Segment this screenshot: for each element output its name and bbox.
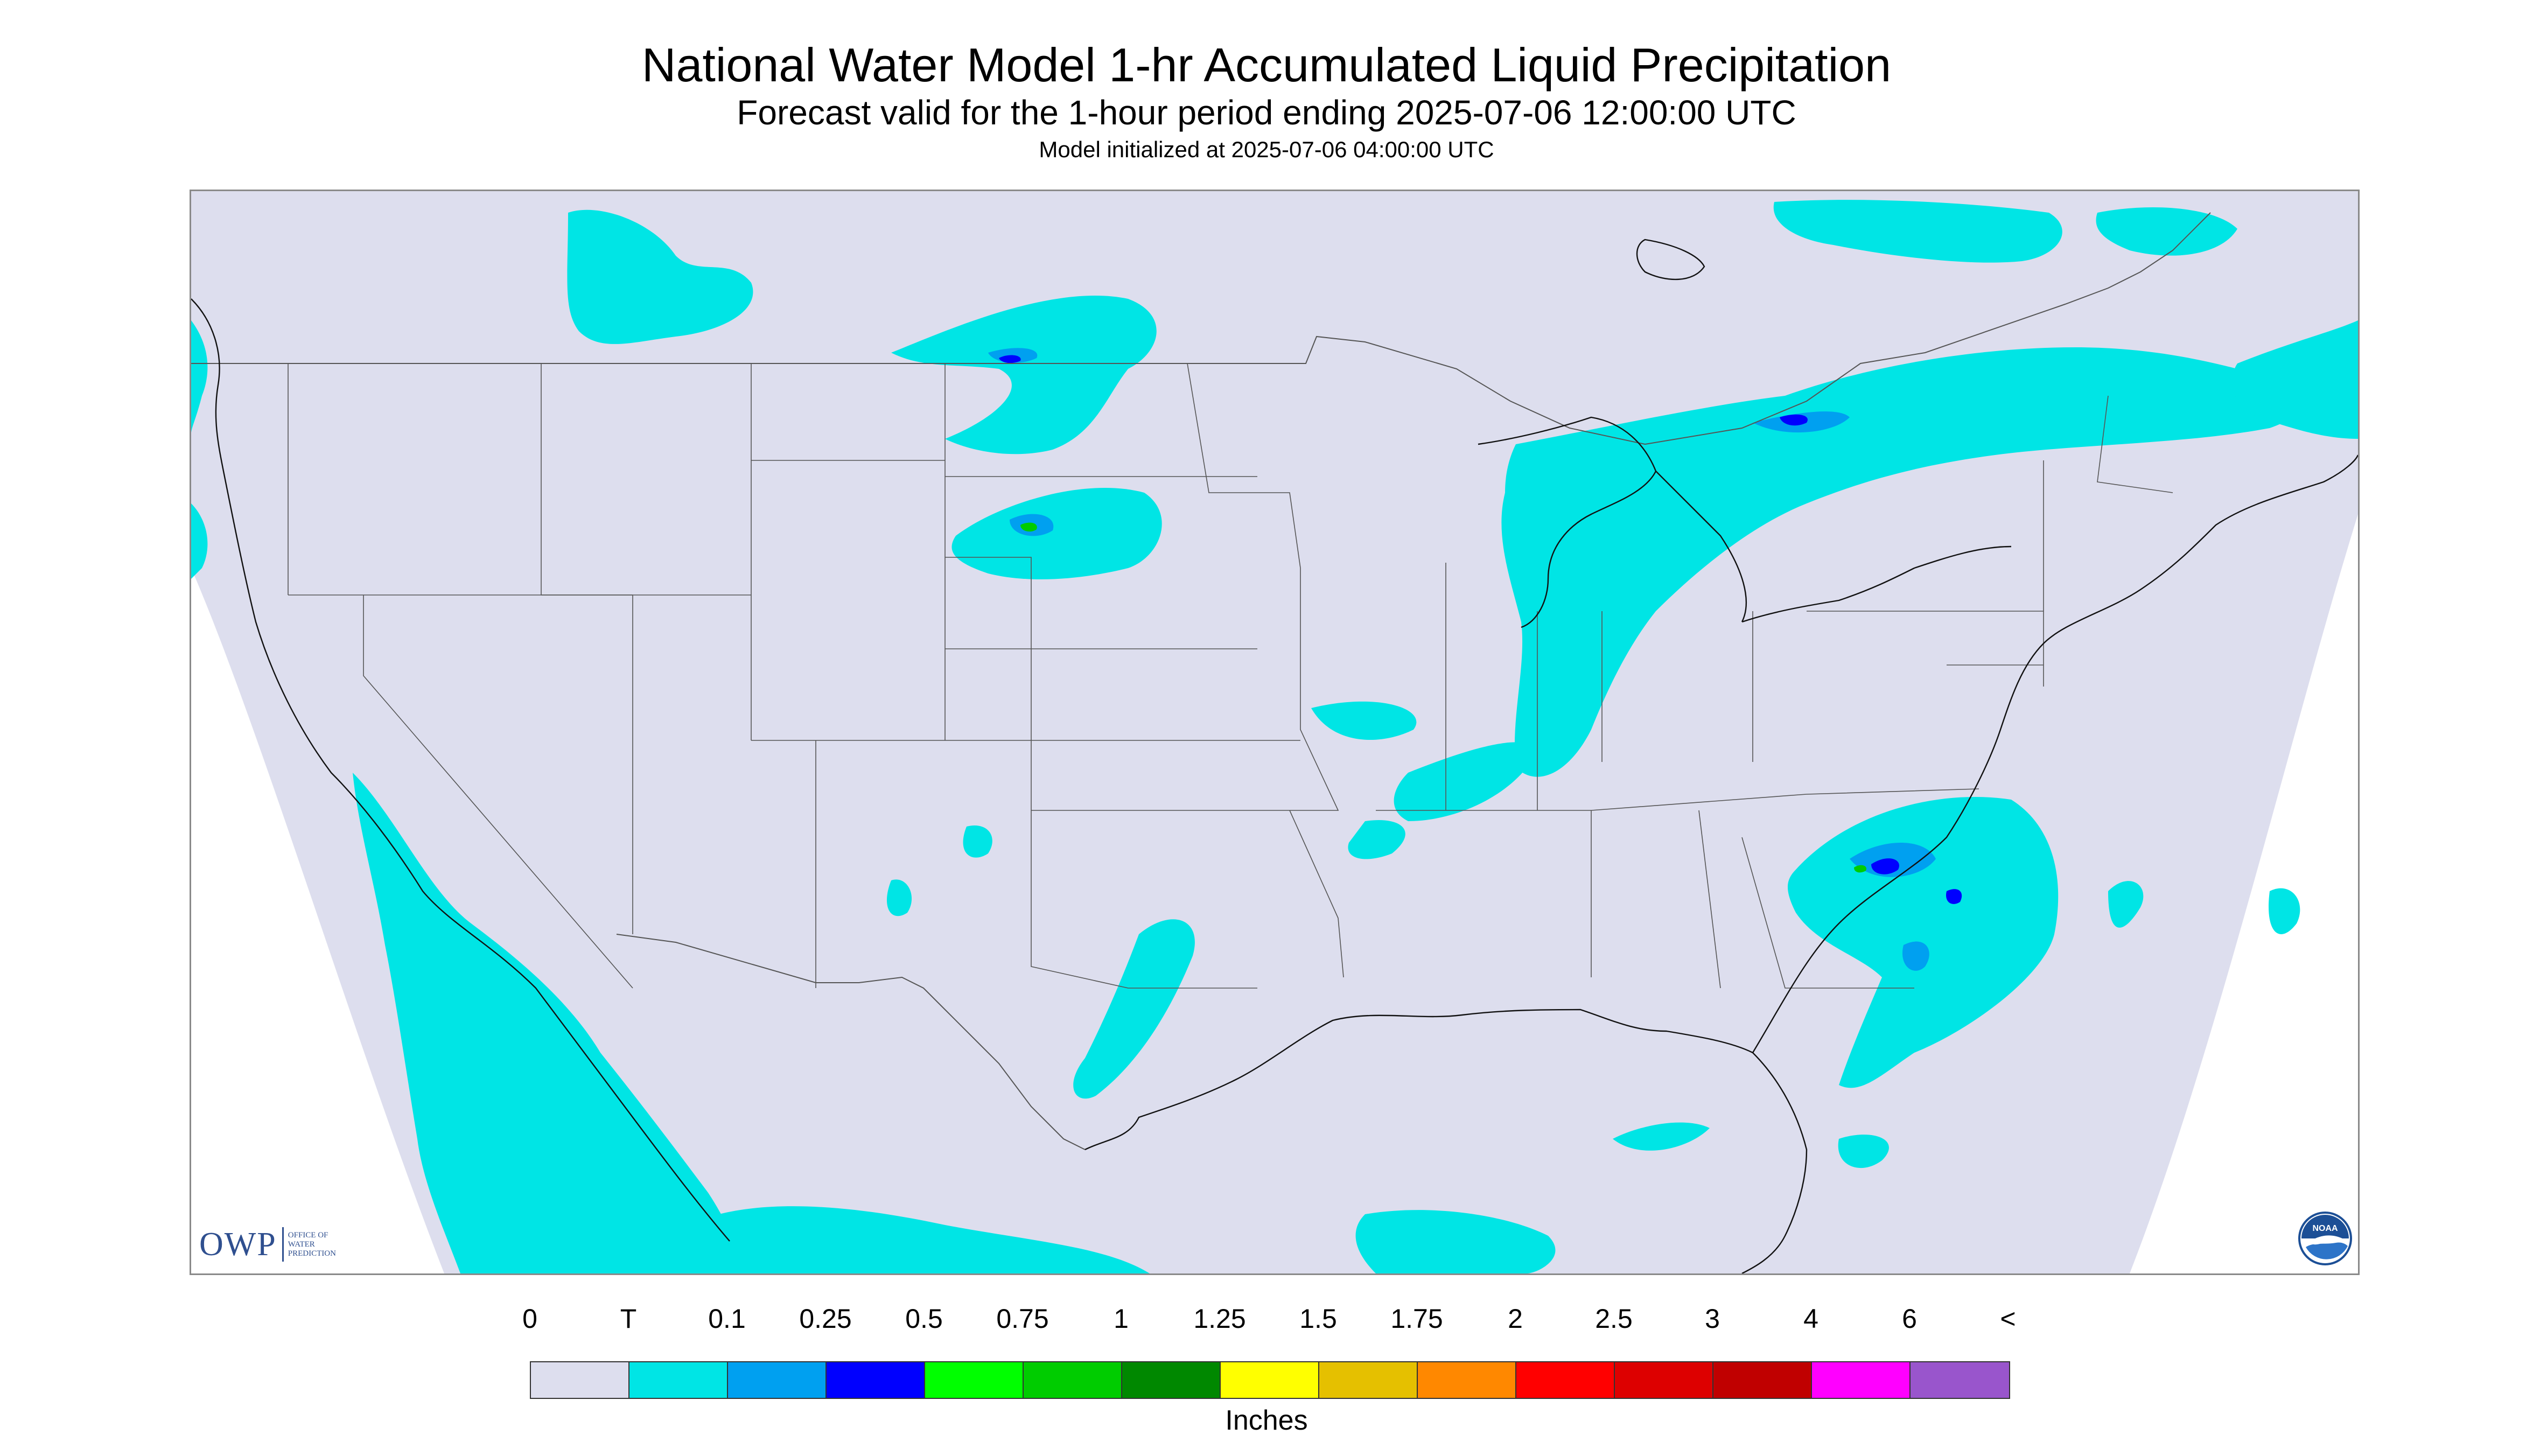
legend-tick-label: 1 bbox=[1114, 1304, 1129, 1334]
owp-logo-letters: OWP bbox=[199, 1226, 277, 1263]
precip-heavy-lakes bbox=[1780, 414, 1808, 426]
precip-area-nw-canada bbox=[567, 209, 753, 344]
legend-swatch bbox=[1319, 1362, 1418, 1398]
legend-swatch bbox=[1516, 1362, 1615, 1398]
pacific-coast bbox=[191, 298, 730, 1242]
legend-tick-label: 1.75 bbox=[1390, 1304, 1443, 1334]
map-canvas bbox=[191, 191, 2358, 1273]
legend-tick-label: 1.25 bbox=[1193, 1304, 1246, 1334]
precip-heavy-nd bbox=[999, 355, 1021, 363]
owp-logo: OWP OFFICE OF WATER PREDICTION bbox=[199, 1226, 336, 1263]
legend-swatch bbox=[1418, 1362, 1516, 1398]
legend-swatch bbox=[1615, 1362, 1713, 1398]
state-line bbox=[1741, 837, 1914, 989]
legend-tick-label: 0.75 bbox=[996, 1304, 1049, 1334]
legend-swatch bbox=[1122, 1362, 1221, 1398]
canada-us-border bbox=[191, 212, 2211, 445]
legend-swatch bbox=[1221, 1362, 1319, 1398]
precip-area-texas bbox=[1073, 919, 1195, 1099]
legend-tick-label: 2 bbox=[1508, 1304, 1523, 1334]
legend-swatch bbox=[925, 1362, 1024, 1398]
legend-units-label: Inches bbox=[1225, 1405, 1308, 1436]
legend-tick-label: 0.5 bbox=[905, 1304, 943, 1334]
precip-area-maine bbox=[2232, 320, 2358, 439]
legend-swatch bbox=[531, 1362, 629, 1398]
precip-green-sd bbox=[1020, 522, 1037, 532]
state-line bbox=[1290, 568, 1339, 811]
map-subtitle: Forecast valid for the 1-hour period end… bbox=[737, 93, 1796, 132]
precip-area-midwest-band bbox=[1311, 701, 1537, 859]
precip-area-west-coast bbox=[191, 320, 208, 579]
legend-swatch bbox=[629, 1362, 728, 1398]
precip-area-gulf bbox=[1613, 1122, 1889, 1168]
coastlines bbox=[191, 239, 2358, 1273]
legend-tick-label: 1.5 bbox=[1299, 1304, 1337, 1334]
state-line bbox=[1187, 363, 1301, 569]
great-lakes bbox=[1478, 416, 2012, 628]
map-title: National Water Model 1-hr Accumulated Li… bbox=[641, 38, 1892, 92]
legend-swatch bbox=[1911, 1362, 2009, 1398]
precip-area-baja-pacific bbox=[353, 773, 751, 1273]
legend-tick-label: < bbox=[2000, 1304, 2016, 1334]
precip-heavy-areas bbox=[999, 355, 1962, 904]
noaa-logo-text: NOAA bbox=[2312, 1224, 2338, 1233]
precip-green-se bbox=[1854, 865, 1866, 873]
legend-swatch bbox=[728, 1362, 827, 1398]
state-line bbox=[1289, 810, 1344, 978]
legend-tick-label: 0.25 bbox=[799, 1304, 852, 1334]
country-boundaries bbox=[191, 212, 2211, 1150]
legend-tick-label: 4 bbox=[1803, 1304, 1818, 1334]
owp-logo-text: OFFICE OF WATER PREDICTION bbox=[288, 1230, 336, 1258]
legend-color-bar bbox=[530, 1361, 2010, 1399]
precip-area-great-lakes bbox=[1501, 347, 2305, 777]
legend-swatch bbox=[1713, 1362, 1812, 1398]
precip-green-areas bbox=[1020, 522, 1866, 873]
legend-swatch bbox=[827, 1362, 925, 1398]
state-line bbox=[945, 557, 1032, 810]
owp-logo-divider bbox=[282, 1227, 284, 1262]
atlantic-coast bbox=[1752, 454, 2358, 1053]
legend-swatch bbox=[1812, 1362, 1911, 1398]
legend-tick-label: 2.5 bbox=[1595, 1304, 1633, 1334]
state-line bbox=[363, 595, 633, 989]
precip-area-south-dakota bbox=[951, 488, 1162, 579]
precip-trace-areas bbox=[191, 200, 2358, 1273]
noaa-logo: NOAA bbox=[2298, 1212, 2352, 1265]
legend-swatch bbox=[1024, 1362, 1122, 1398]
legend-tick-label: 0 bbox=[522, 1304, 537, 1334]
legend-tick-label: 6 bbox=[1902, 1304, 1917, 1334]
precip-area-nw-canada-east bbox=[1773, 200, 2237, 263]
legend-tick-label: T bbox=[620, 1304, 637, 1334]
precip-area-north-dakota bbox=[891, 295, 1157, 454]
legend-tick-label: 0.1 bbox=[708, 1304, 746, 1334]
hudson-coast bbox=[1636, 239, 1705, 281]
state-line bbox=[1376, 788, 1979, 811]
model-init-text: Model initialized at 2025-07-06 04:00:00… bbox=[1039, 137, 1494, 162]
precip-heavy-se bbox=[1871, 858, 1962, 904]
legend-tick-label: 3 bbox=[1705, 1304, 1720, 1334]
state-line bbox=[2097, 395, 2173, 493]
state-line bbox=[1031, 810, 1257, 989]
precip-area-mexico-south bbox=[719, 1206, 1556, 1273]
state-boundaries bbox=[288, 363, 2173, 989]
gulf-coast bbox=[1084, 1009, 1808, 1273]
precipitation-map bbox=[190, 190, 2360, 1275]
us-mexico-border bbox=[616, 934, 1086, 1150]
precip-area-southwest bbox=[886, 825, 992, 916]
state-line bbox=[1698, 810, 1721, 989]
precip-area-atlantic-east bbox=[2108, 881, 2300, 934]
